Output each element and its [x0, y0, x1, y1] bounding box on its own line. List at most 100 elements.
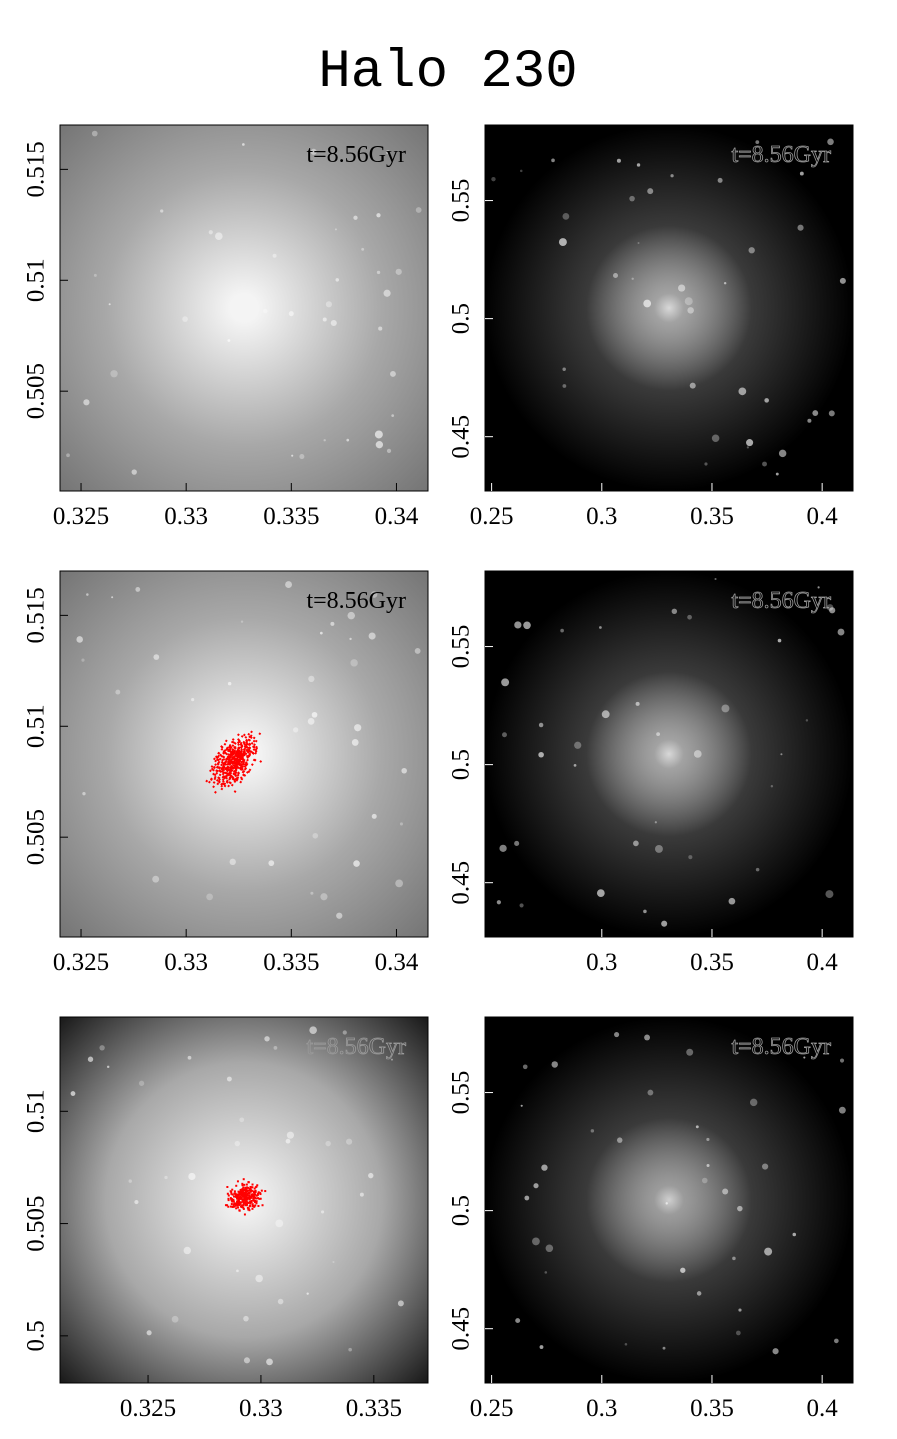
density-image	[485, 125, 853, 491]
particle	[249, 736, 253, 740]
subhalo	[312, 832, 319, 839]
subhalo	[255, 1274, 263, 1283]
subhalo	[746, 446, 749, 449]
subhalo	[135, 587, 141, 592]
subhalo	[721, 704, 730, 713]
subhalo	[684, 297, 693, 306]
particle	[225, 746, 229, 750]
particle	[246, 1202, 249, 1205]
subhalo	[780, 753, 783, 756]
particle	[252, 758, 256, 762]
subhalo	[775, 472, 779, 476]
particle	[229, 765, 233, 769]
subhalo	[239, 1117, 245, 1123]
x-tick-label: 0.4	[807, 1395, 839, 1422]
subhalo	[544, 1271, 548, 1274]
subhalo	[288, 311, 294, 317]
subhalo	[711, 434, 720, 443]
particle	[261, 1204, 264, 1207]
subhalo	[706, 1163, 710, 1168]
particle	[251, 1183, 254, 1186]
particle	[242, 1207, 245, 1210]
particle	[247, 770, 251, 774]
particle-overlay	[224, 1178, 267, 1216]
subhalo	[81, 658, 85, 662]
particle	[243, 774, 247, 777]
subhalo	[538, 751, 544, 758]
particle	[227, 755, 231, 758]
particle	[264, 1190, 267, 1193]
subhalo	[723, 281, 727, 285]
subhalo	[501, 678, 510, 687]
particle	[236, 1195, 239, 1198]
particle	[246, 751, 250, 754]
subhalo	[336, 912, 343, 919]
particle	[252, 1196, 255, 1199]
subhalo	[722, 1188, 729, 1195]
particle	[231, 1188, 234, 1191]
subhalo	[520, 169, 523, 173]
subhalo	[764, 398, 769, 403]
particle	[217, 780, 221, 784]
particle	[244, 763, 248, 767]
particle	[248, 1209, 251, 1212]
subhalo	[686, 1048, 694, 1056]
subhalo	[386, 448, 392, 454]
subhalo	[825, 890, 834, 899]
particle	[255, 1194, 258, 1197]
subhalo	[359, 1192, 364, 1197]
annotation: t=8.56Gyr	[306, 588, 406, 614]
particle	[236, 741, 240, 744]
particle	[246, 1206, 249, 1209]
subhalo	[665, 1202, 668, 1205]
subhalo	[401, 767, 407, 774]
subhalo	[93, 273, 97, 277]
subhalo	[383, 289, 391, 297]
particle	[244, 1190, 247, 1193]
x-tick-label: 0.3	[586, 1395, 617, 1422]
subhalo	[346, 1138, 353, 1145]
particle	[245, 1188, 248, 1191]
particle	[239, 754, 243, 758]
particle	[233, 1202, 236, 1205]
particle	[231, 1200, 234, 1203]
particle	[251, 751, 255, 755]
particle	[221, 761, 225, 765]
particle	[240, 1197, 243, 1200]
particle	[226, 1192, 229, 1195]
particle	[215, 756, 219, 760]
particle	[244, 1192, 247, 1195]
annotation: t=8.56Gyr	[306, 1034, 406, 1060]
subhalo	[350, 659, 358, 667]
subhalo	[83, 399, 90, 406]
particle	[220, 763, 223, 767]
particle	[240, 735, 244, 738]
particle	[214, 790, 217, 794]
subhalo	[573, 763, 577, 767]
subhalo	[131, 469, 137, 475]
x-tick-label: 0.335	[346, 1395, 402, 1422]
subhalo	[182, 316, 188, 322]
particle	[242, 1186, 245, 1189]
particle	[250, 763, 254, 766]
subhalo	[353, 215, 358, 220]
particle	[238, 1209, 241, 1212]
particle	[220, 745, 224, 749]
particle	[253, 1195, 256, 1198]
subhalo	[293, 727, 299, 733]
particle	[231, 752, 235, 755]
particle	[239, 780, 243, 784]
subhalo	[532, 1237, 540, 1246]
particle	[218, 766, 222, 770]
particle	[254, 1189, 257, 1192]
particle	[244, 1202, 247, 1205]
x-tick-label: 0.25	[470, 503, 514, 530]
subhalo	[128, 1179, 132, 1183]
particle	[251, 1207, 254, 1210]
particle	[254, 1186, 257, 1189]
subhalo	[266, 1358, 273, 1366]
subhalo	[678, 284, 686, 292]
subhalo	[616, 158, 621, 163]
particle	[229, 771, 233, 775]
